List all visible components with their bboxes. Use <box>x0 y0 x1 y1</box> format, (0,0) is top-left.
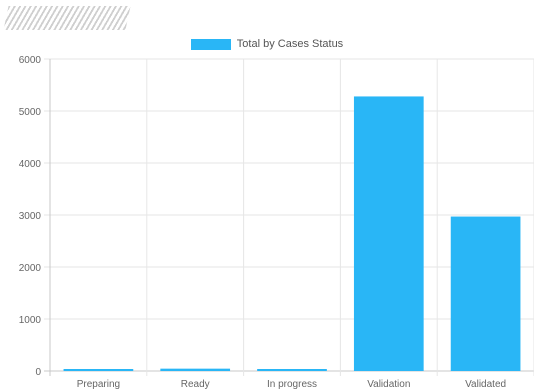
y-tick-label: 0 <box>35 367 41 378</box>
x-tick-label: Validation <box>367 379 410 390</box>
bar-ready <box>160 368 231 371</box>
bar-validated <box>450 216 521 371</box>
legend-swatch <box>190 38 231 50</box>
y-tick-label: 1000 <box>19 315 42 326</box>
bar-validation <box>353 96 424 371</box>
legend-label: Total by Cases Status <box>236 38 344 50</box>
y-tick-label: 6000 <box>19 55 42 66</box>
chart-legend[interactable]: Total by Cases Status <box>0 37 534 51</box>
x-tick-label: In progress <box>267 379 317 390</box>
x-tick-label: Validated <box>465 379 506 390</box>
y-tick-label: 5000 <box>19 107 42 118</box>
bar-in-progress <box>257 369 327 371</box>
y-tick-label: 4000 <box>19 159 42 170</box>
y-tick-label: 3000 <box>19 211 42 222</box>
bar-preparing <box>63 369 134 371</box>
y-tick-label: 2000 <box>19 263 42 274</box>
x-tick-label: Ready <box>181 379 210 390</box>
x-tick-label: Preparing <box>77 379 120 390</box>
